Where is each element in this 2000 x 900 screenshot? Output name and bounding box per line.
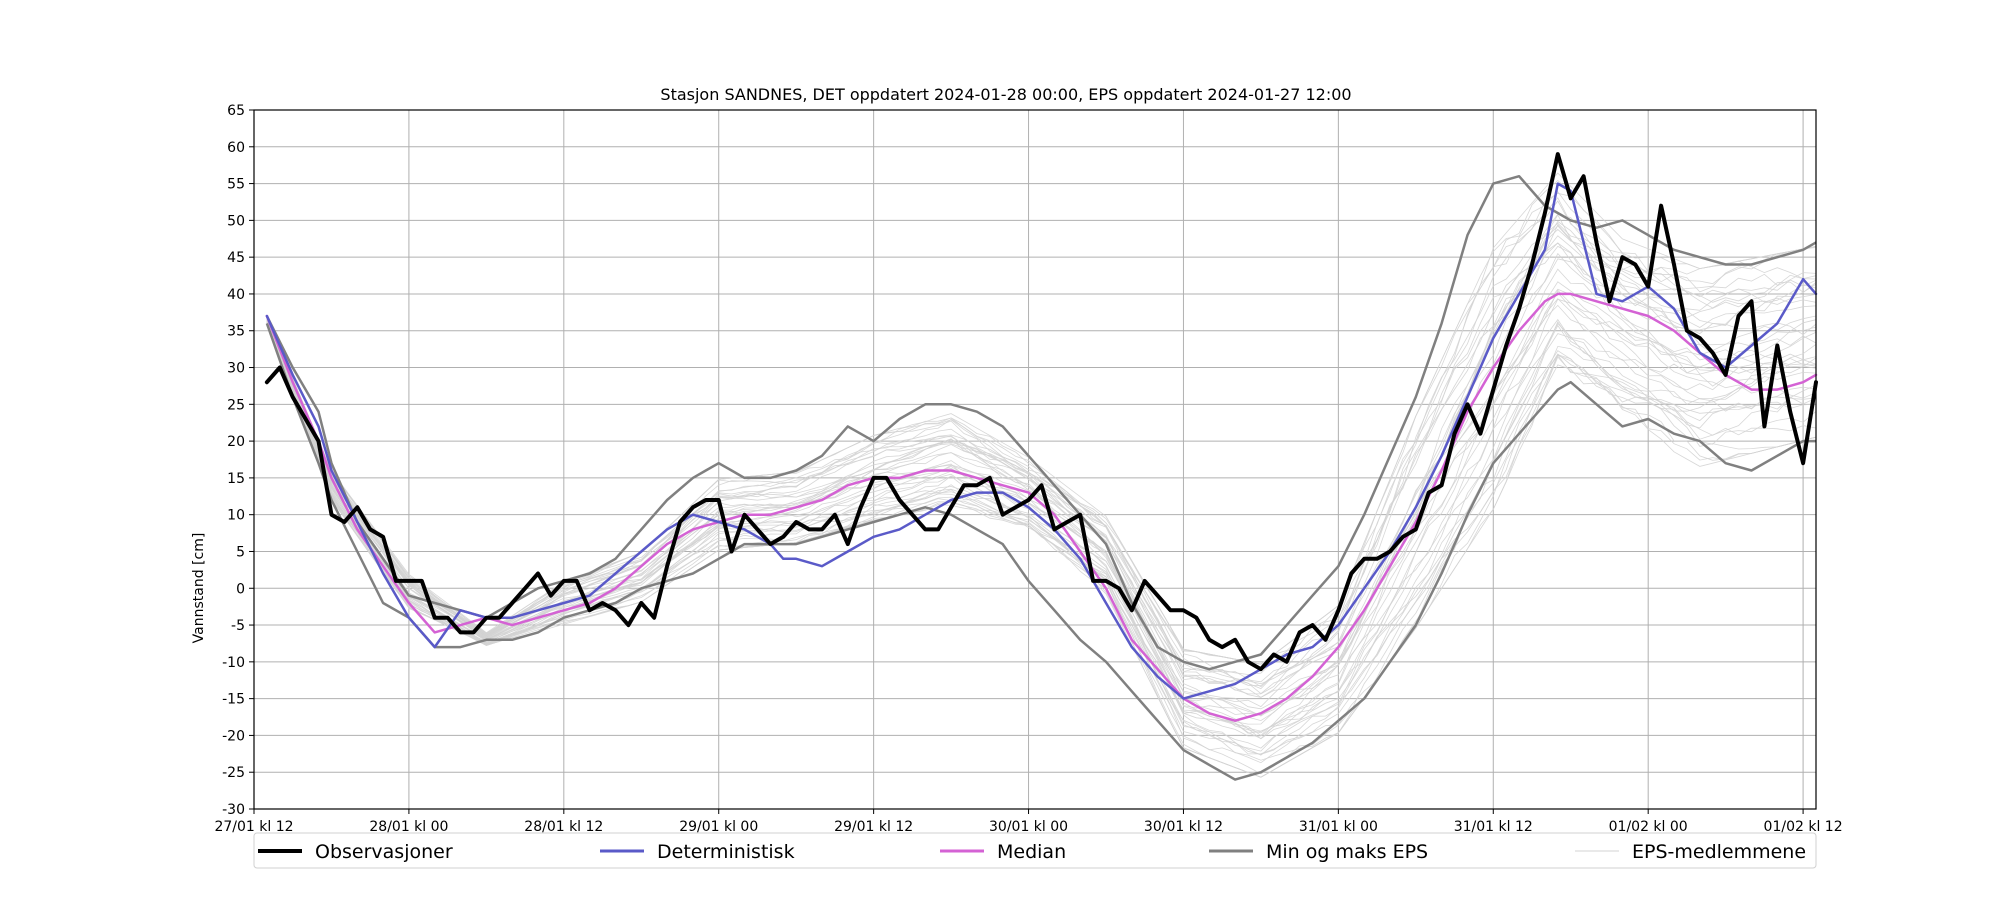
eps-member-line — [266, 322, 1817, 778]
legend-frame — [253, 832, 1817, 869]
eps-member-line — [266, 318, 1817, 752]
legend: Observasjoner Deterministisk Median Min og … — [253, 832, 1817, 869]
y-tick-label: 35 — [227, 324, 245, 340]
y-tick-label: -10 — [222, 655, 245, 671]
y-tick-label: -20 — [222, 728, 245, 744]
series-lines — [264, 152, 1818, 781]
y-tick-label: 60 — [227, 140, 245, 156]
eps-member-line — [266, 298, 1817, 716]
eps-member-line — [266, 291, 1817, 710]
legend-label-minmax: Min og maks EPS — [1266, 841, 1428, 863]
eps-member-line — [266, 200, 1817, 675]
y-tick-label: 20 — [227, 434, 245, 450]
y-tick-label: 65 — [227, 103, 245, 119]
eps-min-line — [265, 322, 1816, 781]
x-tick-label: 30/01 kl 00 — [989, 819, 1068, 835]
y-tick-label: -30 — [222, 802, 245, 818]
eps-members — [266, 172, 1817, 778]
x-tick-label: 31/01 kl 00 — [1299, 819, 1378, 835]
x-tick-label: 28/01 kl 00 — [369, 819, 448, 835]
x-tick-label: 29/01 kl 00 — [679, 819, 758, 835]
eps-member-line — [266, 197, 1817, 665]
y-tick-label: 40 — [227, 287, 245, 303]
eps-member-line — [266, 323, 1817, 761]
y-axis: -30 -25 -20 -15 -10 -5 0 5 10 15 20 25 30 35 40 45 50 55 6… — [222, 103, 254, 818]
plot-frame — [253, 109, 1817, 810]
deterministic-line — [265, 182, 1818, 700]
x-tick-label: 01/02 kl 00 — [1609, 819, 1688, 835]
y-tick-label: 15 — [227, 471, 245, 487]
eps-member-line — [266, 321, 1817, 732]
eps-member-line — [266, 245, 1817, 683]
legend-label-det: Deterministisk — [657, 841, 795, 863]
x-tick-label: 28/01 kl 12 — [524, 819, 603, 835]
eps-member-line — [266, 222, 1817, 665]
eps-max-line — [265, 174, 1817, 671]
median-line — [265, 292, 1818, 722]
eps-member-line — [266, 323, 1817, 778]
eps-member-line — [266, 323, 1817, 778]
x-tick-label: 31/01 kl 12 — [1454, 819, 1533, 835]
eps-member-line — [266, 320, 1817, 716]
legend-label-members: EPS-medlemmene — [1632, 841, 1806, 863]
eps-member-line — [266, 320, 1817, 764]
x-tick-label: 29/01 kl 12 — [834, 819, 913, 835]
y-tick-label: 0 — [236, 581, 245, 597]
eps-member-line — [266, 322, 1817, 775]
y-tick-label: -5 — [231, 618, 245, 634]
observations-line — [264, 152, 1818, 672]
legend-label-obs: Observasjoner — [315, 841, 453, 863]
y-tick-label: 50 — [227, 213, 245, 229]
y-tick-label: 30 — [227, 361, 245, 377]
eps-member-line — [266, 289, 1817, 755]
eps-member-line — [266, 172, 1817, 688]
eps-member-line — [266, 252, 1817, 734]
x-axis: 27/01 kl 12 28/01 kl 00 28/01 kl 12 29/01 k… — [214, 809, 1843, 835]
y-tick-label: 25 — [227, 397, 245, 413]
y-tick-label: 55 — [227, 177, 245, 193]
y-tick-label: 5 — [236, 544, 245, 560]
eps-member-line — [266, 192, 1817, 698]
grid — [253, 109, 1816, 810]
y-tick-label: 10 — [227, 508, 245, 524]
x-tick-label: 27/01 kl 12 — [214, 819, 293, 835]
eps-member-line — [266, 323, 1817, 778]
eps-member-line — [266, 191, 1817, 665]
legend-label-median: Median — [997, 841, 1066, 863]
y-tick-label: 45 — [227, 250, 245, 266]
x-tick-label: 01/02 kl 12 — [1764, 819, 1843, 835]
y-tick-label: -25 — [222, 765, 245, 781]
y-axis-label: Vannstand [cm] — [191, 533, 207, 644]
chart-title: Stasjon SANDNES, DET oppdatert 2024-01-2… — [660, 85, 1351, 104]
y-tick-label: -15 — [222, 692, 245, 708]
eps-member-line — [266, 322, 1817, 755]
x-tick-label: 30/01 kl 12 — [1144, 819, 1223, 835]
eps-member-line — [266, 288, 1817, 756]
